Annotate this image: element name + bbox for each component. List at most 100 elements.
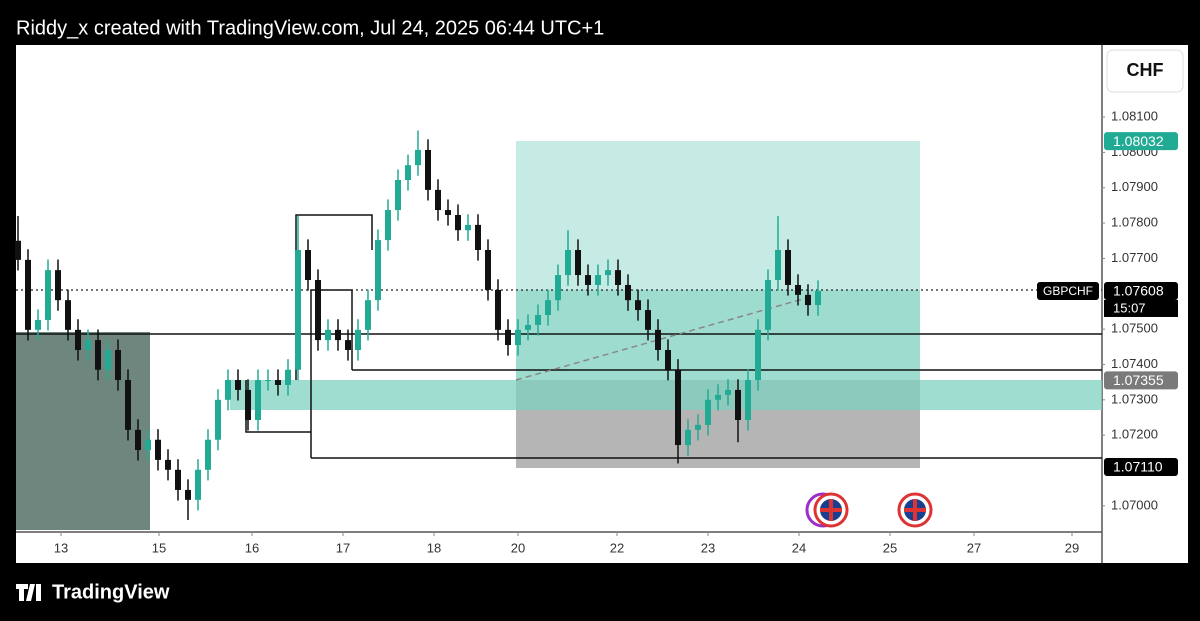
- candle-body: [395, 180, 401, 211]
- price-tag: [1104, 132, 1178, 151]
- candle-body: [375, 240, 381, 301]
- y-tick-label: 1.07200: [1111, 427, 1158, 442]
- candle-body: [465, 224, 471, 231]
- candle-body: [665, 349, 671, 370]
- candles: [15, 130, 821, 520]
- candle-body: [195, 469, 201, 500]
- flag-cross: [904, 499, 926, 521]
- price-tag-label: 1.08032: [1113, 133, 1164, 149]
- candle-body: [75, 329, 81, 350]
- candle-body: [115, 349, 121, 381]
- candle-body: [155, 439, 161, 460]
- countdown: 15:07: [1113, 300, 1146, 315]
- price-tag: [1104, 371, 1178, 390]
- y-tick-label: 1.07900: [1111, 179, 1158, 194]
- candle-body: [535, 315, 541, 325]
- candle-body: [715, 394, 721, 400]
- y-tick-label: 1.07300: [1111, 391, 1158, 406]
- candle-body: [555, 275, 561, 301]
- candle-body: [205, 439, 211, 470]
- candle-body: [135, 429, 141, 451]
- candle-body: [475, 224, 481, 250]
- candle-body: [335, 329, 341, 341]
- candle-body: [385, 210, 391, 241]
- candle-body: [765, 280, 771, 330]
- candle-body: [315, 280, 321, 341]
- x-tick-label: 15: [152, 540, 166, 555]
- candle-body: [175, 469, 181, 490]
- candle-body: [285, 369, 291, 385]
- candle-body: [355, 329, 361, 350]
- candle-body: [775, 249, 781, 281]
- candle-body: [275, 380, 281, 385]
- candle-body: [295, 249, 301, 370]
- countdown-box: [1104, 299, 1178, 317]
- candle-body: [675, 369, 681, 446]
- candle-body: [25, 259, 31, 330]
- candle-body: [445, 210, 451, 215]
- candle-body: [435, 189, 441, 211]
- candle-body: [95, 340, 101, 370]
- candle-body: [455, 214, 461, 231]
- target-zone: [516, 141, 920, 290]
- candle-body: [425, 149, 431, 190]
- candle-body: [65, 300, 71, 330]
- candle-body: [505, 329, 511, 346]
- candle-body: [325, 329, 331, 341]
- y-tick-label: 1.07800: [1111, 215, 1158, 230]
- price-tag-label: 1.07608: [1113, 283, 1164, 299]
- logo-mark: [16, 584, 41, 601]
- candle-body: [805, 294, 811, 306]
- candle-body: [345, 340, 351, 350]
- candle-body: [145, 439, 151, 451]
- candle-body: [525, 324, 531, 330]
- target-zone-filled: [516, 290, 920, 380]
- currency: CHF: [1127, 60, 1164, 80]
- candle-body: [305, 249, 311, 281]
- x-tick-label: 27: [967, 540, 981, 555]
- candle-body: [745, 380, 751, 420]
- candle-body: [245, 389, 251, 420]
- logo: TradingView: [52, 581, 170, 603]
- x-tick-label: 16: [245, 540, 259, 555]
- y-tick-label: 1.07500: [1111, 321, 1158, 336]
- candle-body: [635, 300, 641, 311]
- candle-body: [235, 380, 241, 390]
- candle-body: [405, 165, 411, 181]
- candle-body: [595, 275, 601, 285]
- candle-body: [625, 284, 631, 301]
- x-tick-label: 24: [792, 540, 806, 555]
- price-tag-label: 1.07110: [1113, 459, 1163, 475]
- drawings: [16, 141, 1102, 530]
- candle-body: [495, 289, 501, 330]
- zone: [16, 332, 150, 530]
- candle-body: [265, 380, 271, 382]
- demand-zone: [230, 380, 1102, 410]
- candle-body: [215, 399, 221, 440]
- candle-body: [35, 319, 41, 330]
- header: Riddy_x created with TradingView.com, Ju…: [16, 17, 604, 39]
- candle-body: [165, 459, 171, 470]
- candle-body: [695, 424, 701, 430]
- candle-body: [255, 380, 261, 420]
- candle-body: [655, 329, 661, 350]
- candle-body: [645, 310, 651, 330]
- candle-body: [45, 270, 51, 320]
- candle-body: [795, 284, 801, 295]
- currency-box[interactable]: [1106, 49, 1184, 93]
- x-tick-label: 29: [1065, 540, 1079, 555]
- symbol-tag: [1037, 281, 1099, 300]
- trade-path: [515, 296, 811, 381]
- price-tag-label: 1.07355: [1113, 372, 1164, 388]
- candle-body: [755, 329, 761, 381]
- candle-body: [415, 149, 421, 166]
- candle-body: [575, 249, 581, 276]
- x-tick-label: 20: [511, 540, 525, 555]
- events: [805, 492, 933, 528]
- x-tick-label: 22: [610, 540, 624, 555]
- x-tick-label: 23: [701, 540, 715, 555]
- axis: 1.07000 1.07200 1.07300 1.07400 1.07500 1.077…: [54, 109, 1178, 555]
- candle-body: [815, 290, 821, 306]
- x-tick-label: 18: [427, 540, 441, 555]
